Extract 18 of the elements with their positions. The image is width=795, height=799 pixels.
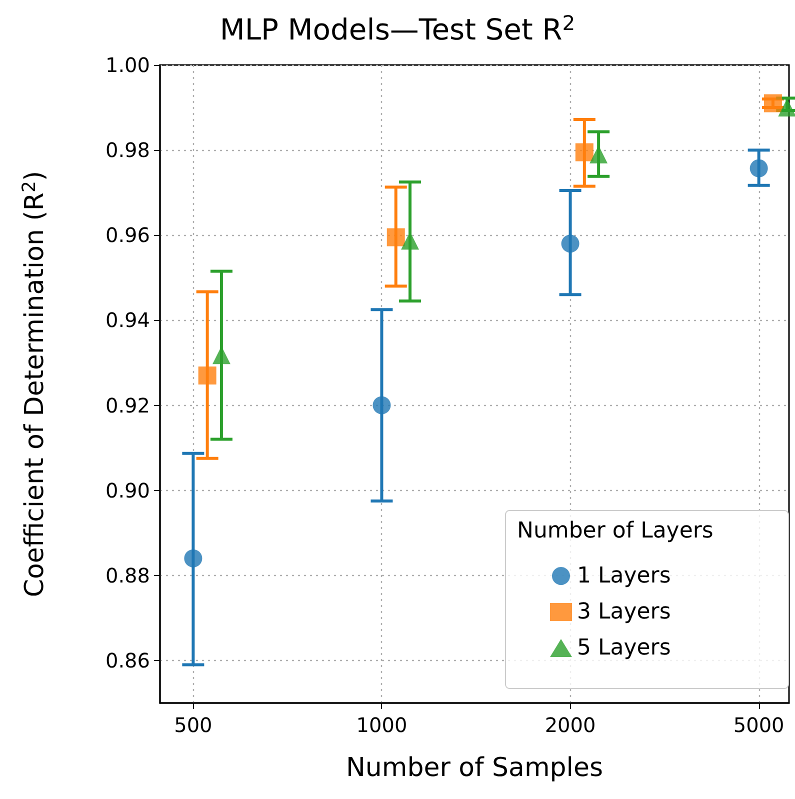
y-tick-label: 0.90 [105,478,150,502]
x-axis-title: Number of Samples [346,753,604,783]
x-tick-label: 5000 [733,713,784,737]
legend-title: Number of Layers [517,518,714,544]
y-axis-title: Coefficient of Determination (R2) [18,170,50,598]
y-tick-label: 0.96 [105,223,150,248]
x-tick-label: 2000 [544,713,596,737]
y-tick-label: 0.94 [105,308,150,332]
x-tick-label: 1000 [356,713,408,737]
y-tick-label: 1.00 [105,53,150,77]
y-tick-label: 0.88 [105,563,150,588]
y-tick-label: 0.92 [105,393,150,418]
legend-label: 5 Layers [577,636,671,660]
x-tick-label: 500 [174,713,212,737]
legend-label: 1 Layers [577,564,671,588]
legend-label: 3 Layers [577,600,671,624]
y-tick-label: 0.98 [105,138,150,162]
y-tick-label: 0.86 [105,648,150,672]
